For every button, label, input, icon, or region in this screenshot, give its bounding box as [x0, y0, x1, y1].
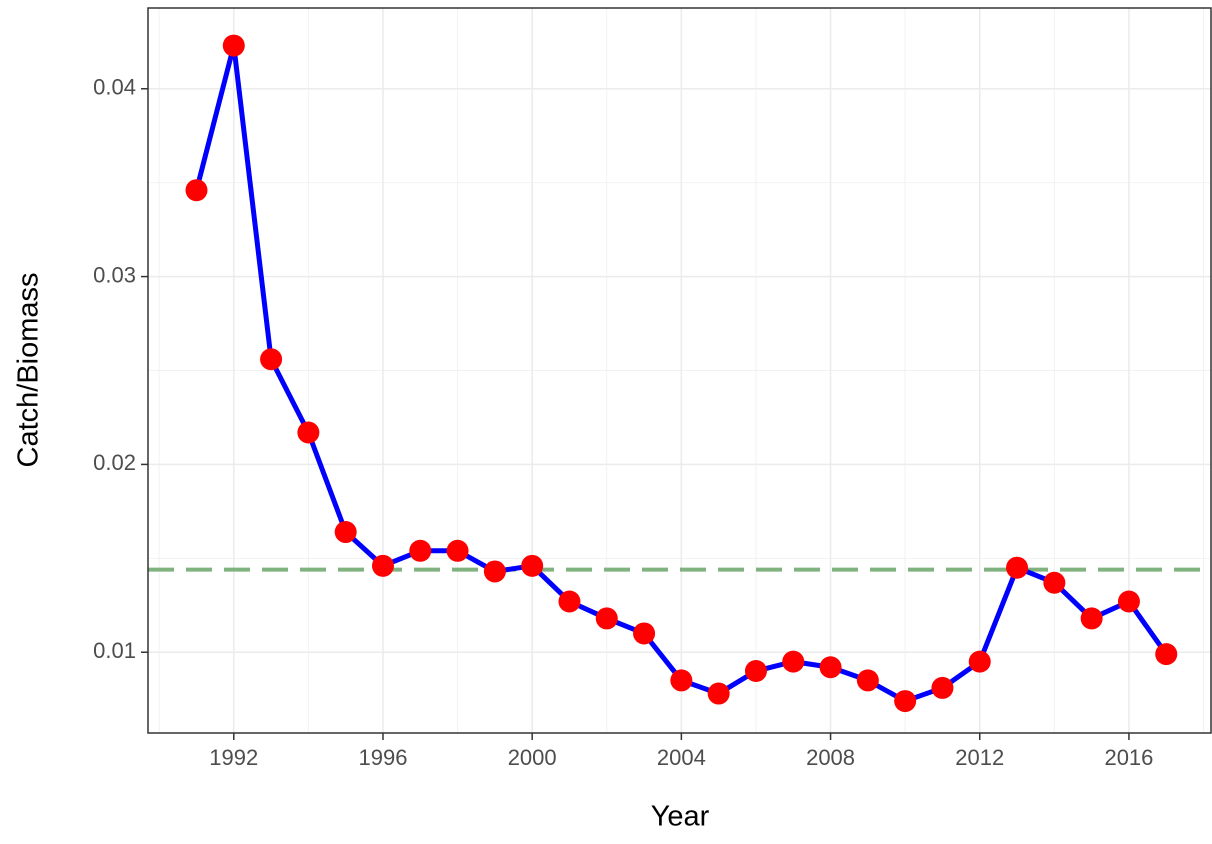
y-tick-label: 0.04: [93, 75, 136, 100]
data-point: [782, 650, 805, 673]
data-point: [819, 656, 842, 679]
data-point: [931, 676, 954, 699]
data-point: [1117, 590, 1140, 613]
data-point: [483, 560, 506, 583]
data-point: [1043, 571, 1066, 594]
data-point: [1006, 556, 1029, 579]
data-point: [1155, 643, 1178, 666]
x-tick-label: 2016: [1104, 745, 1153, 770]
data-point: [371, 554, 394, 577]
data-point: [633, 622, 656, 645]
data-point: [446, 539, 469, 562]
data-point: [297, 421, 320, 444]
data-point: [670, 669, 693, 692]
x-tick-label: 2000: [508, 745, 557, 770]
data-point: [744, 660, 767, 683]
data-point: [894, 690, 917, 713]
x-tick-label: 2012: [955, 745, 1004, 770]
data-point: [521, 554, 544, 577]
data-point: [707, 682, 730, 705]
x-axis-title: Year: [651, 801, 710, 833]
x-tick-label: 2008: [806, 745, 855, 770]
data-point: [1080, 607, 1103, 630]
y-axis-title: Catch/Biomass: [13, 272, 45, 467]
data-point: [222, 34, 245, 57]
x-tick-label: 1992: [209, 745, 258, 770]
data-point: [968, 650, 991, 673]
data-point: [185, 179, 208, 202]
y-tick-label: 0.02: [93, 450, 136, 475]
x-tick-label: 1996: [359, 745, 408, 770]
data-point: [409, 539, 432, 562]
data-point: [856, 669, 879, 692]
data-point: [260, 348, 283, 371]
data-point: [558, 590, 581, 613]
data-point: [595, 607, 618, 630]
y-tick-label: 0.03: [93, 262, 136, 287]
x-tick-label: 2004: [657, 745, 706, 770]
y-tick-label: 0.01: [93, 638, 136, 663]
data-point: [334, 521, 357, 544]
panel-border: [147, 7, 1212, 734]
